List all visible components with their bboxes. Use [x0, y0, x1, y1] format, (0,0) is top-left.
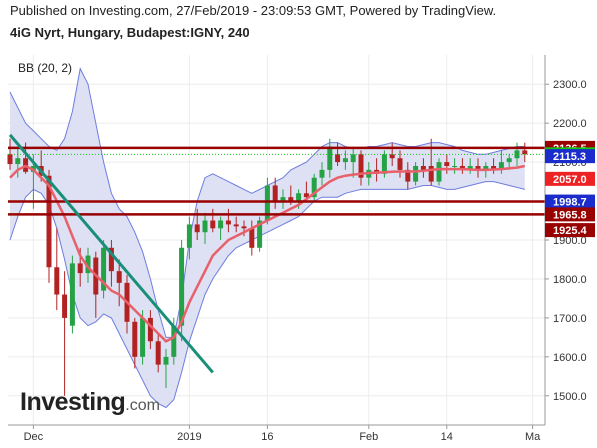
candle-body: [272, 185, 278, 202]
candle-body: [108, 247, 114, 272]
time-tick-label: 2019: [177, 431, 201, 443]
candle-body: [241, 226, 247, 229]
candle-body: [155, 341, 161, 365]
price-label-box: [545, 223, 595, 238]
candle-body: [491, 166, 497, 170]
investing-logo: Investing.com: [20, 388, 160, 417]
candle-body: [522, 150, 528, 155]
candle-body: [186, 224, 192, 248]
band-fill: [10, 68, 525, 408]
price-label-text: 1965.8: [553, 209, 587, 221]
candle-body: [319, 169, 325, 178]
candle-body: [311, 177, 317, 198]
price-tick-label: 1700.0: [553, 313, 587, 325]
time-axis: Dec 2019 16 Feb 14 Ma: [8, 424, 545, 443]
logo-suffix: .com: [125, 397, 160, 414]
published-line: Published on Investing.com, 27/Feb/2019 …: [10, 3, 497, 18]
price-tick-label: 1500.0: [553, 391, 587, 403]
candle-body: [342, 158, 348, 163]
candle-body: [280, 197, 286, 202]
candle-body: [303, 193, 309, 198]
price-axis: 1500.01600.01700.01800.01900.02000.02100…: [544, 55, 587, 425]
horizontal-levels: [8, 146, 545, 216]
candle-body: [444, 162, 450, 166]
price-tick-label: 2300.0: [553, 79, 587, 91]
candle-body: [69, 263, 75, 326]
price-label-box: [545, 207, 595, 222]
candle-body: [358, 154, 364, 178]
candle-body: [514, 150, 520, 159]
candle-body: [420, 166, 426, 170]
price-label-text: 1998.7: [553, 197, 587, 209]
candle-body: [225, 220, 231, 225]
candle-body: [202, 220, 208, 233]
candle-body: [405, 169, 411, 182]
candle-body: [194, 224, 200, 233]
price-label-box: [545, 171, 595, 186]
price-tick-label: 1900.0: [553, 235, 587, 247]
price-label-box: [545, 194, 595, 209]
candle-body: [54, 267, 60, 295]
time-tick-label: 14: [441, 431, 453, 443]
price-label-box: [545, 149, 595, 164]
candle-body: [381, 154, 387, 174]
time-tick-label: 16: [261, 431, 273, 443]
candle-body: [475, 166, 481, 170]
candle-body: [171, 325, 177, 357]
candle-body: [335, 154, 341, 163]
price-label-text: 1925.4: [553, 225, 588, 237]
candle-body: [327, 146, 333, 170]
candle-body: [233, 224, 239, 227]
basis-line: [9, 164, 526, 343]
price-labels: 2136.52120.02115.32057.01998.71965.81925…: [545, 140, 595, 238]
time-tick-label: Dec: [24, 431, 44, 443]
bollinger-basis: [9, 164, 526, 343]
candle-body: [140, 317, 146, 357]
candle-body: [483, 166, 489, 170]
candle-body: [147, 317, 153, 342]
time-tick-label: Feb: [359, 431, 378, 443]
price-label-text: 2115.3: [553, 151, 586, 163]
candle-body: [498, 162, 504, 170]
indicator-label: BB (20, 2): [18, 61, 73, 75]
candle-body: [62, 294, 68, 318]
candle-body: [264, 185, 270, 221]
candle-body: [506, 158, 512, 163]
candle-body: [350, 154, 356, 163]
price-tick-label: 2200.0: [553, 118, 587, 130]
time-tick-label: Ma: [525, 431, 541, 443]
candle-body: [46, 175, 52, 268]
band-lower: [9, 181, 525, 409]
candle-body: [436, 162, 442, 182]
candle-body: [210, 220, 216, 229]
candle-body: [249, 228, 255, 248]
candle-body: [288, 197, 294, 202]
candle-body: [77, 263, 83, 274]
candle-body: [467, 166, 473, 170]
candle-body: [15, 158, 21, 165]
candle-body: [257, 220, 263, 248]
logo-main: Investing: [20, 388, 126, 416]
trendline: [8, 133, 214, 374]
candle-body: [389, 154, 395, 159]
price-tick-label: 1800.0: [553, 274, 587, 286]
candle-body: [101, 247, 107, 291]
candle-body: [116, 271, 122, 283]
price-tick-label: 1600.0: [553, 352, 587, 364]
candle-body: [7, 154, 13, 165]
candle-body: [428, 166, 434, 182]
candle-body: [413, 166, 419, 182]
trend-line: [8, 133, 214, 374]
candle-body: [397, 158, 403, 170]
candle-body: [85, 255, 91, 274]
candle-body: [452, 166, 458, 167]
candle-body: [163, 356, 169, 365]
candle-body: [296, 193, 302, 202]
symbol-title: 4iG Nyrt, Hungary, Budapest:IGNY, 240: [10, 25, 250, 40]
candle-body: [218, 220, 224, 229]
price-label-text: 2057.0: [553, 174, 587, 186]
candle-body: [132, 321, 138, 357]
candle-body: [179, 247, 185, 326]
